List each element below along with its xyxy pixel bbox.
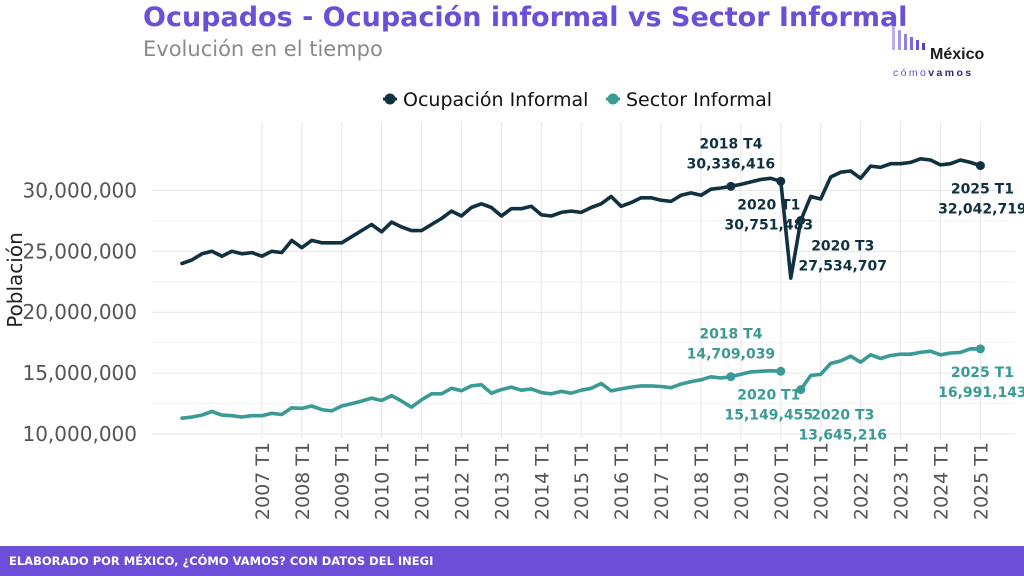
- x-tick-label: 2011 T1: [412, 442, 434, 520]
- y-tick-label: 15,000,000: [22, 361, 137, 385]
- footer-credit: ELABORADO POR MÉXICO, ¿CÓMO VAMOS? CON D…: [0, 546, 1024, 576]
- x-tick-label: 2008 T1: [292, 442, 314, 520]
- annotation-period-label: 2020 T3: [811, 238, 874, 254]
- y-tick-label: 10,000,000: [22, 422, 137, 446]
- logo-tagline-a: cómo: [893, 67, 929, 79]
- annotation-period-label: 2020 T1: [737, 387, 800, 403]
- x-tick-label: 2017 T1: [651, 442, 673, 520]
- x-tick-label: 2007 T1: [252, 442, 274, 520]
- annotation-point: [776, 176, 786, 186]
- legend-label: Ocupación Informal: [403, 89, 588, 111]
- x-tick-label: 2012 T1: [451, 442, 473, 520]
- annotation-period-label: 2020 T3: [811, 408, 874, 424]
- annotation-value-label: 30,336,416: [687, 156, 776, 172]
- annotation-period-label: 2025 T1: [951, 182, 1014, 198]
- annotation-value-label: 16,991,143: [938, 385, 1024, 401]
- line-chart: 10,000,000 15,000,000 20,000,000 25,000,000…: [3, 89, 1024, 520]
- x-tick-label: 2009 T1: [332, 442, 354, 520]
- annotation-period-label: 2020 T1: [737, 197, 800, 213]
- x-tick-label: 2016 T1: [611, 442, 633, 520]
- logo-tagline-b: vamos: [928, 67, 974, 79]
- annotation-point: [975, 344, 985, 354]
- chart-title: Ocupados - Ocupación informal vs Sector …: [143, 2, 908, 33]
- y-tick-label: 25,000,000: [22, 239, 137, 263]
- x-tick-label: 2010 T1: [372, 442, 394, 520]
- x-tick-label: 2019 T1: [731, 442, 753, 520]
- annotation-value-label: 27,534,707: [798, 258, 887, 274]
- x-tick-label: 2023 T1: [891, 442, 913, 520]
- x-tick-label: 2022 T1: [851, 442, 873, 520]
- logo-tagline: cómovamos: [893, 67, 974, 79]
- annotation-value-label: 32,042,719: [938, 202, 1024, 218]
- annotation-period-label: 2018 T4: [699, 136, 762, 152]
- annotation-value-label: 13,645,216: [798, 428, 887, 444]
- y-tick-label: 20,000,000: [22, 300, 137, 324]
- y-tick-label: 30,000,000: [22, 178, 137, 202]
- x-tick-label: 2015 T1: [571, 442, 593, 520]
- x-tick-label: 2025 T1: [970, 442, 992, 520]
- annotation-value-label: 30,751,483: [725, 217, 814, 233]
- annotation-value-label: 14,709,039: [687, 347, 776, 363]
- mexico-como-vamos-logo: [892, 26, 925, 50]
- annotation-period-label: 2025 T1: [951, 365, 1014, 381]
- annotation-point: [796, 215, 806, 225]
- x-tick-label: 2018 T1: [691, 442, 713, 520]
- x-tick-label: 2021 T1: [811, 442, 833, 520]
- annotation-value-label: 15,149,455: [725, 407, 814, 423]
- annotation-point: [975, 161, 985, 171]
- chart-subtitle: Evolución en el tiempo: [143, 37, 383, 61]
- annotation-point: [776, 366, 786, 376]
- x-tick-label: 2013 T1: [491, 442, 513, 520]
- annotation-point: [796, 385, 806, 395]
- logo-name: México: [930, 46, 985, 63]
- y-axis-title: Población: [3, 232, 27, 328]
- series-line-ocupacion-informal: [180, 157, 983, 280]
- x-tick-label: 2014 T1: [531, 442, 553, 520]
- logo-bars-icon: [892, 26, 925, 50]
- series-line-sector-informal: [180, 347, 983, 420]
- legend-label: Sector Informal: [626, 89, 772, 111]
- annotation-point: [726, 181, 736, 191]
- x-tick-label: 2020 T1: [771, 442, 793, 520]
- annotation-point: [726, 372, 736, 382]
- annotation-period-label: 2018 T4: [699, 327, 762, 343]
- x-tick-label: 2024 T1: [930, 442, 952, 520]
